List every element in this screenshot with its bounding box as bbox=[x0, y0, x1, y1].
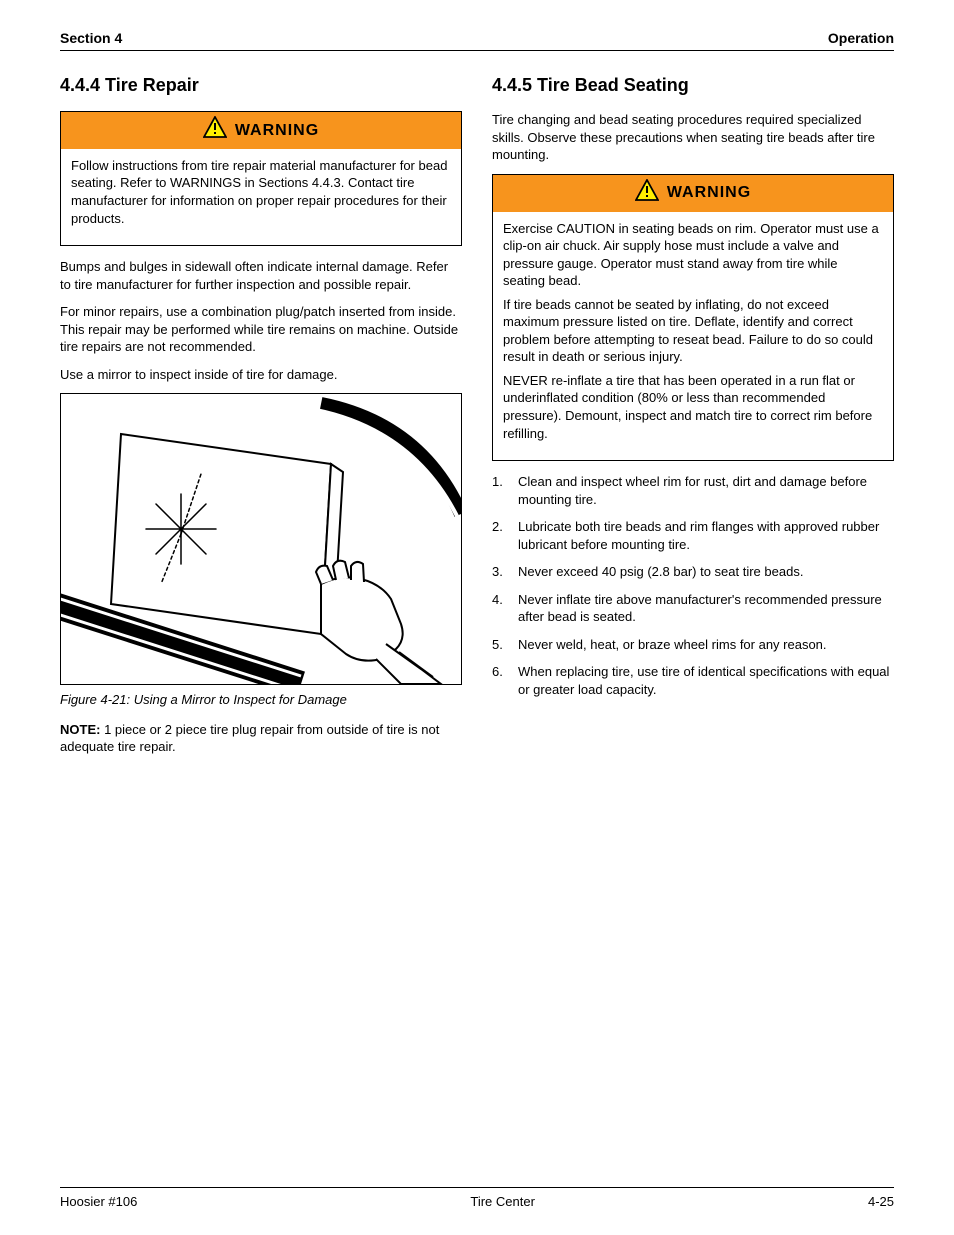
list-item: Never exceed 40 psig (2.8 bar) to seat t… bbox=[492, 563, 894, 581]
hazard-triangle-icon bbox=[203, 116, 227, 145]
note-label: NOTE: bbox=[60, 722, 100, 737]
list-item: When replacing tire, use tire of identic… bbox=[492, 663, 894, 698]
note-text: 1 piece or 2 piece tire plug repair from… bbox=[60, 722, 439, 755]
list-item: Clean and inspect wheel rim for rust, di… bbox=[492, 473, 894, 508]
header-section: Section 4 bbox=[60, 30, 122, 46]
warning-p3: NEVER re-inflate a tire that has been op… bbox=[503, 372, 883, 442]
para-mirror: Use a mirror to inspect inside of tire f… bbox=[60, 366, 462, 384]
para-bead-intro: Tire changing and bead seating procedure… bbox=[492, 111, 894, 164]
footer-center: Tire Center bbox=[470, 1194, 535, 1209]
warning-box-repair: WARNING Follow instructions from tire re… bbox=[60, 111, 462, 246]
header-rule bbox=[60, 50, 894, 51]
header-title: Operation bbox=[828, 30, 894, 46]
warning-label-bead: WARNING bbox=[667, 182, 751, 204]
footer-right: 4-25 bbox=[868, 1194, 894, 1209]
right-column: 4.4.5 Tire Bead Seating Tire changing an… bbox=[492, 65, 894, 766]
list-item: Lubricate both tire beads and rim flange… bbox=[492, 518, 894, 553]
figure-caption: Figure 4-21: Using a Mirror to Inspect f… bbox=[60, 691, 462, 709]
page-footer: Hoosier #106 Tire Center 4-25 bbox=[60, 1187, 894, 1209]
warning-label: WARNING bbox=[235, 120, 319, 142]
warning-p2: If tire beads cannot be seated by inflat… bbox=[503, 296, 883, 366]
footer-left: Hoosier #106 bbox=[60, 1194, 137, 1209]
bead-steps-list: Clean and inspect wheel rim for rust, di… bbox=[492, 473, 894, 698]
warning-header: WARNING bbox=[61, 112, 461, 149]
section-title-repair: 4.4.4 Tire Repair bbox=[60, 73, 462, 97]
warning-box-bead: WARNING Exercise CAUTION in seating bead… bbox=[492, 174, 894, 461]
left-column: 4.4.4 Tire Repair WARNING Follow instruc… bbox=[60, 65, 462, 766]
figure-mirror bbox=[60, 393, 462, 685]
note-plug: NOTE: 1 piece or 2 piece tire plug repai… bbox=[60, 721, 462, 756]
warning-text: Follow instructions from tire repair mat… bbox=[71, 157, 451, 227]
footer-rule bbox=[60, 1187, 894, 1188]
para-minor-repairs: For minor repairs, use a combination plu… bbox=[60, 303, 462, 356]
hazard-triangle-icon bbox=[635, 179, 659, 208]
section-title-bead: 4.4.5 Tire Bead Seating bbox=[492, 73, 894, 97]
para-bumps: Bumps and bulges in sidewall often indic… bbox=[60, 258, 462, 293]
warning-body-bead: Exercise CAUTION in seating beads on rim… bbox=[493, 212, 893, 461]
warning-body: Follow instructions from tire repair mat… bbox=[61, 149, 461, 245]
list-item: Never weld, heat, or braze wheel rims fo… bbox=[492, 636, 894, 654]
warning-header-bead: WARNING bbox=[493, 175, 893, 212]
list-item: Never inflate tire above manufacturer's … bbox=[492, 591, 894, 626]
warning-p1: Exercise CAUTION in seating beads on rim… bbox=[503, 220, 883, 290]
content-columns: 4.4.4 Tire Repair WARNING Follow instruc… bbox=[60, 65, 894, 766]
